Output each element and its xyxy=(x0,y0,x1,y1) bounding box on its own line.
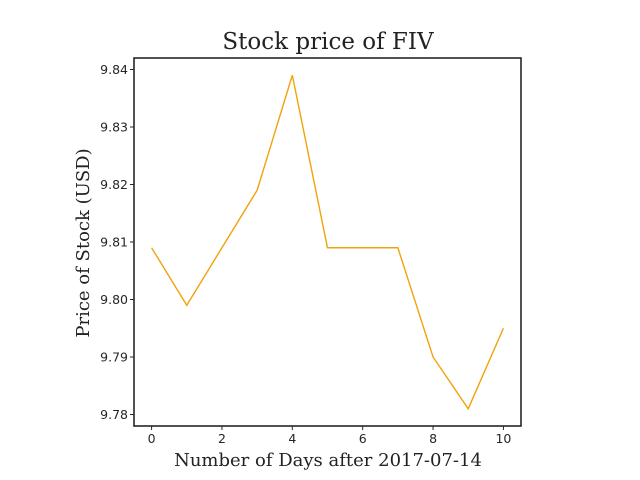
axis-ticks: 0 2 4 6 8 10 9.78 9.79 9.80 9.81 9.82 9.83 9.84 xyxy=(100,62,511,446)
y-tick-label: 9.79 xyxy=(100,350,128,365)
y-axis-label: Price of Stock (USD) xyxy=(73,148,94,337)
series-layer xyxy=(150,75,505,411)
chart-title: Stock price of FIV xyxy=(222,29,434,55)
y-tick-label: 9.78 xyxy=(100,407,128,422)
y-tick-label: 9.82 xyxy=(100,177,128,192)
y-tick-label: 9.80 xyxy=(100,292,128,307)
x-axis-label: Number of Days after 2017-07-14 xyxy=(174,450,482,471)
x-tick-label: 6 xyxy=(359,431,367,446)
x-tick-label: 8 xyxy=(429,431,437,446)
x-tick-label: 2 xyxy=(218,431,226,446)
plot-frame xyxy=(133,57,522,427)
series-line xyxy=(150,75,505,411)
x-tick-label: 4 xyxy=(288,431,296,446)
y-tick-label: 9.84 xyxy=(100,62,128,77)
x-tick-label: 10 xyxy=(495,431,511,446)
y-tick-label: 9.81 xyxy=(100,235,128,250)
y-tick-label: 9.83 xyxy=(100,120,128,135)
x-tick-label: 0 xyxy=(148,431,156,446)
